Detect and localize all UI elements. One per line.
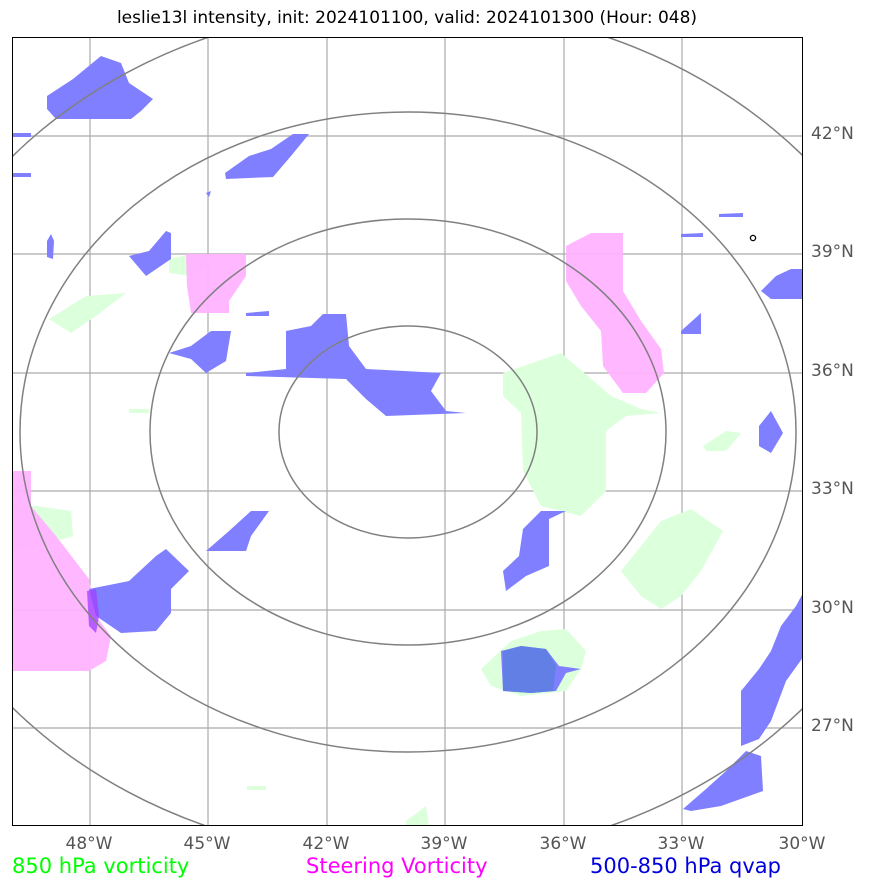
blue-region [225,134,309,179]
blue-region [246,311,269,316]
blue-region [47,234,54,259]
blue-region [169,331,231,373]
legend-qvap: 500-850 hPa qvap [590,854,781,878]
green-region [503,353,661,516]
blue-region [761,269,802,299]
range-ring-4 [13,38,802,825]
blue-region [129,231,171,276]
blue-region [681,313,701,334]
lat-label-42n: 42°N [811,124,854,144]
map-panel [12,37,803,826]
blue-region [719,213,743,217]
lon-label-48w: 48°W [65,834,113,854]
blue-region [683,751,763,811]
blue-region [246,314,466,416]
map-canvas [13,38,802,825]
blue-region [13,133,31,137]
range-ring-3 [19,111,797,753]
lat-label-36n: 36°N [811,361,854,381]
green-region [247,786,266,790]
green-region [49,293,126,333]
pink-region [13,471,111,671]
qvap-regions [13,56,802,811]
legend-vorticity-850: 850 hPa vorticity [12,854,190,878]
lon-label-42w: 42°W [302,834,350,854]
green-region [129,409,149,413]
blue-region [206,511,269,551]
lon-label-30w: 30°W [778,834,826,854]
range-ring-1 [278,325,538,539]
lat-label-30n: 30°N [811,598,854,618]
blue-region [503,511,566,591]
blue-region [13,173,31,177]
lon-label-33w: 33°W [657,834,705,854]
blue-region [206,191,211,197]
range-ring-2 [149,218,667,646]
pink-region [186,254,246,313]
storm-marker [749,234,757,242]
green-region [621,509,723,609]
blue-region [681,233,703,237]
overlap-region [503,646,556,693]
range-rings [13,38,802,825]
lon-label-39w: 39°W [420,834,468,854]
lat-label-39n: 39°N [811,242,854,262]
map-title: leslie13l intensity, init: 2024101100, v… [116,8,698,28]
graticule [13,38,802,825]
lon-label-45w: 45°W [183,834,231,854]
lat-label-27n: 27°N [811,716,854,736]
blue-region [759,411,783,453]
green-region [703,431,741,451]
legend-steering-vorticity: Steering Vorticity [306,854,488,878]
steering-vorticity-regions [13,233,664,671]
green-region [406,806,429,825]
pink-region [566,233,664,393]
blue-region [89,549,189,633]
blue-region [741,594,802,746]
lon-label-36w: 36°W [539,834,587,854]
lat-label-33n: 33°N [811,479,854,499]
